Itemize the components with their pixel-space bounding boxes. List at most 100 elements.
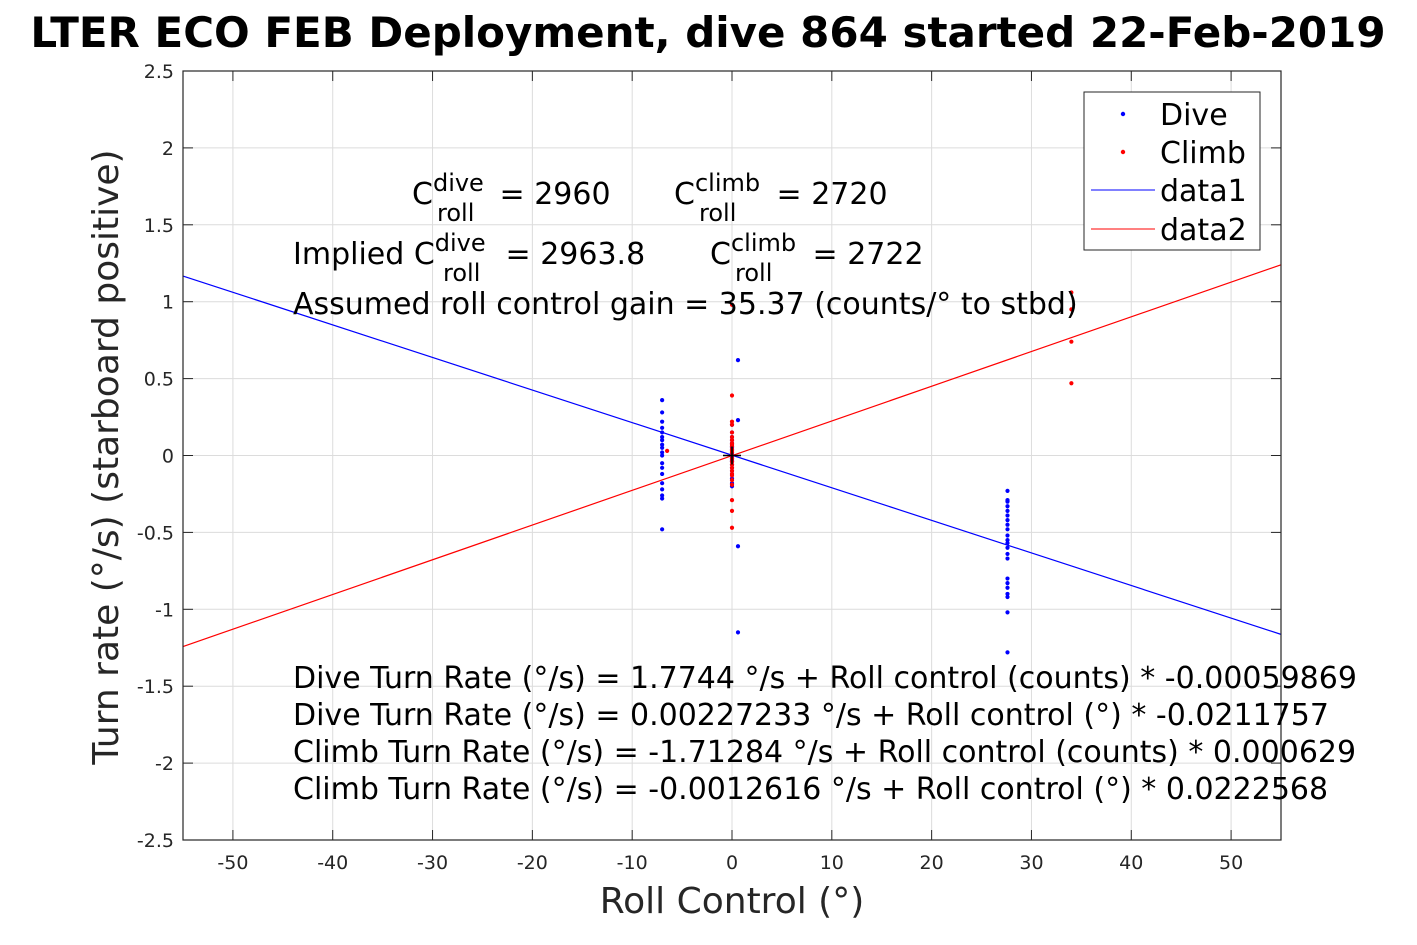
dive-point [1005, 585, 1010, 590]
y-tick-label: 2 [162, 138, 174, 160]
climb-point [729, 442, 735, 447]
climb-point [729, 471, 735, 477]
dive-point [660, 434, 665, 440]
climb-point [729, 468, 735, 473]
dive-point [1005, 522, 1010, 527]
x-tick-label: 0 [726, 852, 738, 874]
dive-point [1005, 488, 1010, 493]
dive-point [660, 465, 665, 470]
climb-point [729, 462, 735, 467]
climb-equation-counts: Climb Turn Rate (°/s) = -1.71284 °/s + R… [293, 735, 1356, 770]
plot-frame [182, 70, 1282, 841]
dive-point [1005, 581, 1010, 586]
dive-point [660, 398, 665, 403]
legend-dive-label: Dive [1160, 98, 1228, 133]
x-tick-label: 40 [1119, 852, 1143, 874]
climb-point [729, 422, 735, 427]
climb-point [729, 430, 735, 435]
dive-point [660, 471, 665, 477]
dive-point [1005, 499, 1010, 504]
climb-point [1069, 339, 1074, 344]
dive-point [660, 430, 665, 435]
dive-point [660, 487, 665, 492]
dive-point [1005, 541, 1010, 546]
dive-point [1005, 537, 1010, 543]
x-tick-label: 30 [1019, 852, 1043, 874]
x-tick-label: -50 [217, 852, 248, 874]
axis-ticks: -50 -40 -30 -20 -10 0 10 20 30 40 50-2.5-2-1.5-1-0… [137, 61, 1281, 874]
dive-point [735, 630, 741, 635]
legend-box [1083, 91, 1261, 251]
climb-point [665, 448, 670, 453]
dive-point [660, 438, 665, 443]
dive-point [660, 453, 665, 458]
dive-point [1005, 513, 1010, 518]
x-tick-label: 50 [1219, 852, 1243, 874]
chart-title: LTER ECO FEB Deployment, dive 864 starte… [30, 8, 1385, 57]
y-tick-label: 1 [162, 292, 174, 314]
c-roll-climb-annotation: Cclimb roll = 2720 [674, 169, 888, 227]
dive-point [660, 461, 665, 466]
dive-point [660, 481, 665, 486]
dive-point [660, 410, 665, 415]
dive-point [1005, 517, 1010, 523]
dive-point [1005, 610, 1010, 615]
implied-c-roll-dive-annotation: Implied Cdive roll = 2963.8 [293, 229, 645, 287]
climb-point [729, 465, 735, 470]
climb-point [729, 508, 735, 513]
y-axis-label: Turn rate (°/s) (starboard positive) [86, 149, 127, 765]
origin-marker [723, 446, 741, 465]
dive-point [660, 493, 665, 498]
legend-climb-label: Climb [1160, 136, 1246, 171]
y-tick-label: -0.5 [137, 522, 174, 544]
climb-point [729, 498, 735, 503]
climb-point [729, 438, 735, 443]
climb-point [1069, 290, 1074, 295]
dive-point [1005, 556, 1010, 561]
x-tick-label: -10 [617, 852, 648, 874]
dive-point [1005, 594, 1010, 600]
dive-point [735, 418, 741, 423]
x-tick-label: 20 [920, 852, 944, 874]
dive-point [1005, 545, 1010, 550]
dive-point [1005, 508, 1010, 513]
dive-point [660, 442, 665, 447]
climb-point [729, 482, 735, 487]
dive-point [660, 496, 665, 501]
dive-point [660, 445, 665, 450]
data-points [660, 290, 1074, 655]
climb-point [729, 525, 735, 530]
y-tick-label: 0 [162, 446, 174, 468]
c-roll-dive-annotation: Cdive roll = 2960 [412, 169, 611, 227]
climb-point [1069, 381, 1074, 386]
legend: Dive Climb data1 data2 [1083, 91, 1261, 251]
y-tick-label: 1.5 [144, 215, 174, 237]
roll-gain-annotation: Assumed roll control gain = 35.37 (count… [293, 287, 1078, 322]
dive-point [1005, 551, 1010, 557]
legend-data2-label: data2 [1160, 213, 1247, 248]
implied-c-roll-climb-annotation: Cclimb roll = 2722 [710, 229, 924, 287]
legend-dive-marker [1120, 111, 1126, 117]
dive-point [660, 419, 665, 424]
dive-point [1005, 591, 1010, 597]
climb-equation-degrees: Climb Turn Rate (°/s) = -0.0012616 °/s +… [293, 772, 1328, 807]
y-tick-label: -2 [155, 753, 174, 775]
legend-climb-marker [1120, 149, 1126, 155]
y-tick-label: -1.5 [137, 676, 174, 698]
dive-point [1005, 533, 1010, 538]
x-tick-label: -30 [417, 852, 448, 874]
dive-point [1005, 527, 1010, 532]
y-tick-label: -2.5 [137, 830, 174, 852]
climb-point [729, 302, 735, 307]
x-tick-label: -20 [517, 852, 548, 874]
climb-point [729, 434, 735, 440]
dive-point [660, 450, 665, 455]
climb-point [729, 478, 735, 483]
x-axis-label: Roll Control (°) [600, 881, 865, 922]
dive-point [1005, 576, 1010, 581]
dive-point [1005, 504, 1010, 509]
x-tick-label: 10 [820, 852, 844, 874]
dive-equation-degrees: Dive Turn Rate (°/s) = 0.00227233 °/s + … [293, 698, 1329, 733]
dive-point [660, 527, 665, 532]
